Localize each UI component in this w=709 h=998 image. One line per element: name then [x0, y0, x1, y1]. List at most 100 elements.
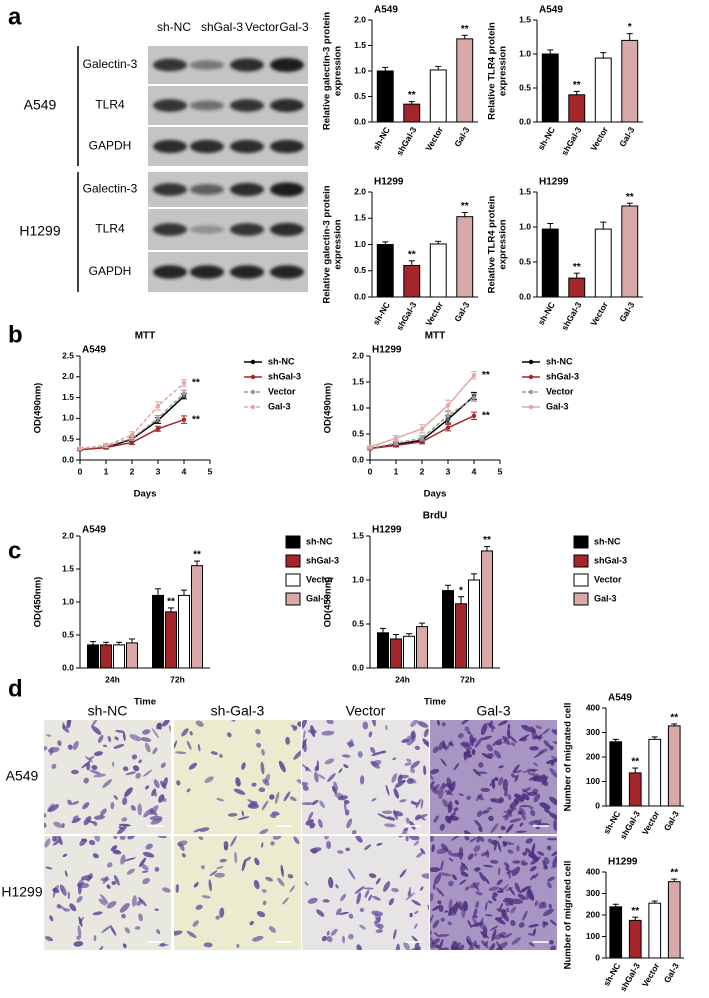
cell-shape: [130, 805, 136, 811]
y-tick-label: 1.5: [354, 213, 366, 223]
cell-shape: [474, 867, 481, 871]
cell-shape: [530, 809, 536, 817]
cell-shape: [269, 794, 275, 800]
cell-shape: [76, 895, 83, 903]
blot-band: [270, 182, 304, 197]
x-tick-label: shGal-3: [394, 300, 418, 332]
cell-shape: [464, 886, 470, 891]
cell-shape: [480, 723, 488, 736]
cell-shape: [549, 919, 557, 926]
cell-shape: [348, 913, 354, 919]
error-bar: [382, 66, 389, 71]
cell-shape: [542, 728, 550, 735]
cell-shape: [521, 813, 526, 821]
bar: [429, 243, 447, 298]
cell-shape: [355, 836, 363, 843]
cell-shape: [528, 933, 534, 936]
cell-shape: [489, 925, 499, 931]
x-tick-label: Gal-3: [617, 300, 636, 324]
cell-shape: [326, 930, 330, 936]
cell-shape: [216, 798, 224, 802]
cell-shape: [391, 887, 399, 893]
cell-shape: [478, 762, 484, 768]
cell-shape: [132, 765, 140, 772]
point: [77, 446, 83, 451]
cell-shape: [431, 844, 435, 853]
cell-shape: [440, 917, 445, 922]
x-tick-label: 5: [498, 466, 503, 476]
panel-letter: d: [8, 675, 23, 702]
y-tick-label: 1.5: [519, 186, 531, 196]
cell-shape: [47, 746, 60, 753]
significance: **: [192, 378, 200, 389]
cell-shape: [494, 931, 506, 940]
cell-shape: [120, 854, 126, 865]
legend-swatch: [573, 592, 589, 606]
x-tick-label: 2: [130, 466, 135, 476]
y-tick-label: 300: [586, 888, 600, 898]
panel-letter: b: [8, 321, 23, 348]
y-tick-label: 1.0: [354, 239, 366, 249]
cell-shape: [491, 929, 497, 942]
error-bar: [129, 638, 135, 643]
cell-shape: [383, 881, 391, 892]
cell-shape: [519, 737, 528, 742]
significance: **: [626, 192, 634, 203]
bar: [178, 594, 190, 669]
cell-shape: [411, 730, 416, 742]
cell-shape: [129, 734, 142, 742]
x-tick-label: Vector: [588, 300, 610, 328]
cell-shape: [436, 848, 449, 855]
cell-shape: [529, 746, 539, 751]
cell-shape: [247, 799, 258, 806]
point: [129, 432, 135, 438]
cell-shape: [322, 899, 330, 903]
cell-shape: [93, 935, 97, 942]
cell-shape: [370, 747, 376, 754]
cell-shape: [543, 856, 550, 865]
significance: **: [192, 414, 200, 425]
bar: [456, 38, 474, 123]
cell-shape: [302, 802, 315, 805]
cell-shape: [403, 942, 410, 950]
cell-shape: [501, 884, 509, 892]
error-bar: [612, 903, 619, 907]
cell-shape: [67, 799, 73, 806]
cell-shape: [522, 910, 528, 921]
cell-shape: [414, 910, 419, 915]
cell-shape: [531, 728, 536, 734]
cell-shape: [414, 745, 421, 751]
legend-label: Vector: [546, 386, 574, 396]
bar: [609, 741, 623, 807]
error-bar: [626, 202, 633, 206]
cell-shape: [452, 946, 462, 950]
cell-shape: [156, 929, 161, 935]
cell-shape: [72, 740, 79, 751]
cell-shape: [52, 888, 60, 894]
cell-shape: [113, 874, 120, 886]
cell-shape: [44, 838, 51, 848]
cell-shape: [427, 904, 429, 910]
point: [445, 413, 451, 418]
cell-shape: [488, 815, 494, 822]
y-tick-label: 1.0: [519, 48, 531, 58]
y-tick-label: 0.5: [354, 265, 366, 275]
cell-shape: [343, 764, 349, 769]
cell-shape: [107, 735, 112, 743]
cell-shape: [203, 942, 213, 948]
cell-shape: [546, 845, 552, 851]
cell-shape: [406, 758, 412, 762]
bar: [403, 635, 415, 669]
y-tick-label: 0.5: [519, 256, 531, 266]
cell-shape: [401, 738, 410, 743]
y-tick-label: 400: [586, 702, 600, 712]
cell-shape: [324, 758, 335, 765]
y-axis-label: expression: [333, 219, 344, 269]
cell-shape: [398, 836, 403, 838]
cell-shape: [420, 886, 424, 891]
cell-shape: [214, 872, 226, 878]
series-line: [369, 396, 475, 449]
cell-shape: [437, 786, 444, 800]
cell-shape: [175, 883, 179, 893]
cell-shape: [51, 763, 57, 770]
